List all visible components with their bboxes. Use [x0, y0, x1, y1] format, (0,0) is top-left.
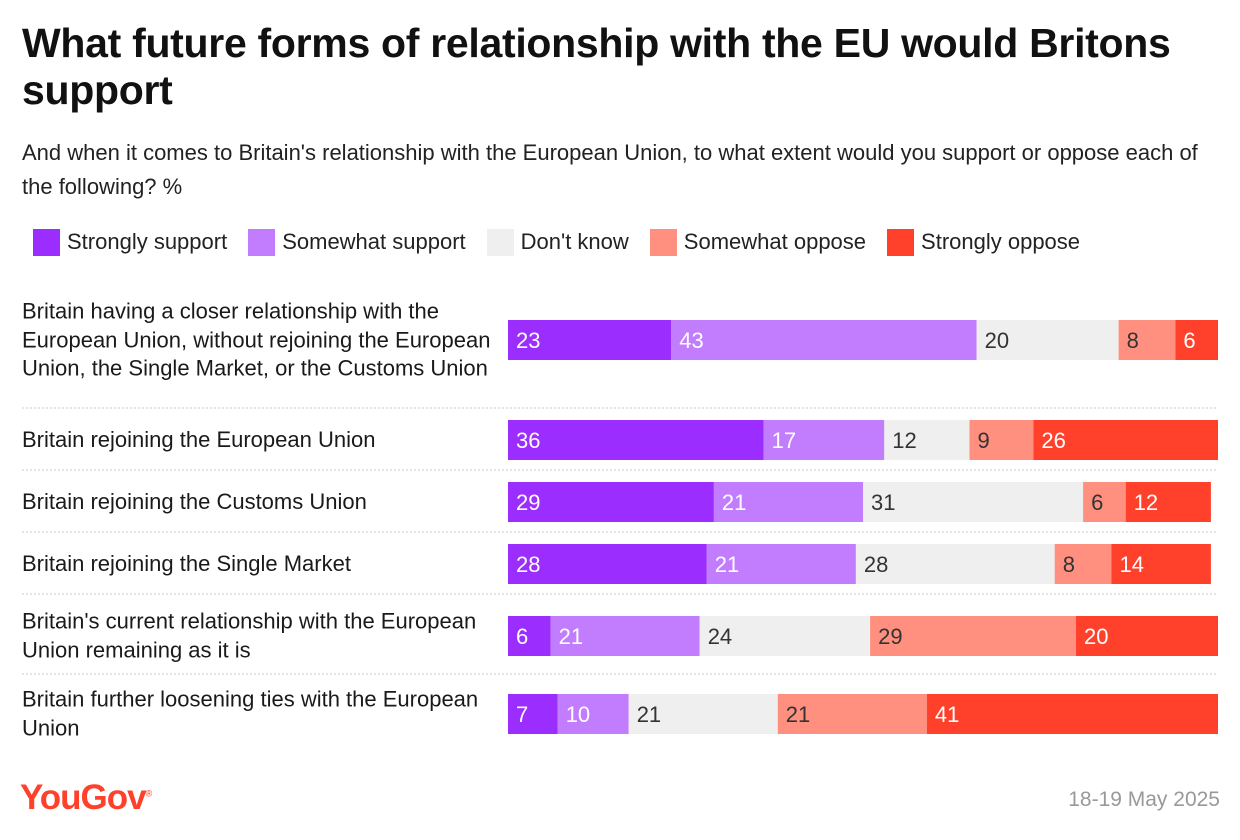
bar-value-label: 8 [1063, 552, 1075, 577]
chart-subtitle: And when it comes to Britain's relations… [22, 140, 1198, 199]
bar-value-label: 17 [772, 428, 796, 453]
legend-item: Strongly support [33, 228, 228, 256]
bar-value-label: 12 [1134, 490, 1158, 515]
bar-segment [863, 482, 1084, 522]
legend-swatch [887, 228, 915, 256]
legend: Strongly support Somewhat support Don't kn… [33, 226, 1101, 258]
bar-value-label: 41 [935, 702, 959, 727]
bar-value-label: 7 [516, 702, 528, 727]
bar-value-label: 20 [985, 328, 1009, 353]
yougov-logo: YouGov® [20, 778, 152, 818]
legend-swatch [33, 228, 60, 256]
bar-value-label: 21 [786, 702, 810, 727]
legend-item: Somewhat oppose [649, 228, 867, 256]
bar-value-label: 28 [516, 552, 540, 577]
fieldwork-date: 18-19 May 2025 [1068, 788, 1220, 811]
bar-segment [1111, 544, 1211, 584]
bar-segment [1076, 616, 1218, 656]
bar-segment [508, 694, 558, 734]
bar-segment [926, 694, 1218, 734]
row-label: Britain further loosening ties with the … [22, 686, 479, 741]
bar-value-label: 6 [1091, 490, 1103, 515]
row-label: Britain having a closer relationship wit… [22, 298, 491, 381]
bar-value-label: 23 [516, 328, 540, 353]
bar-segment [557, 694, 629, 734]
legend-item: Don't know [486, 228, 629, 256]
brand-wordmark: YouGov [20, 778, 147, 817]
bar-segment [1125, 482, 1211, 522]
bar-segment [508, 616, 551, 656]
legend-swatch [248, 228, 276, 256]
bar-value-label: 26 [1041, 428, 1065, 453]
chart-title: What future forms of relationship with t… [22, 20, 1171, 113]
bar-value-label: 43 [679, 328, 703, 353]
bar-value-label: 14 [1120, 552, 1144, 577]
bar-segment [884, 420, 970, 460]
legend-label: Strongly oppose [921, 229, 1081, 254]
bar-segment [1083, 482, 1126, 522]
legend-label: Don't know [520, 229, 629, 254]
bar-value-label: 28 [864, 552, 888, 577]
bar-value-label: 24 [708, 624, 732, 649]
bar-segment [508, 482, 714, 522]
bar-segment [628, 694, 778, 734]
bar-value-label: 9 [978, 428, 990, 453]
row-label: Britain rejoining the European Union [22, 426, 376, 452]
bar-segment [1175, 320, 1218, 360]
registered-mark: ® [145, 788, 153, 799]
bar-segment [1033, 420, 1218, 460]
bar-value-label: 6 [1183, 328, 1195, 353]
bar-value-label: 8 [1127, 328, 1139, 353]
bar-segment [1054, 544, 1112, 584]
bar-segment [763, 420, 885, 460]
bar-value-label: 20 [1084, 624, 1108, 649]
row-label: Britain rejoining the Customs Union [22, 488, 367, 514]
bar-segment [699, 616, 871, 656]
bar-segment [969, 420, 1034, 460]
bar-segment [550, 616, 700, 656]
bar-segment [870, 616, 1076, 656]
legend-label: Somewhat oppose [683, 229, 867, 254]
bar-segment [777, 694, 927, 734]
bar-segment [976, 320, 1119, 360]
bar-value-label: 21 [722, 490, 746, 515]
bar-segment [1118, 320, 1176, 360]
bar-value-label: 21 [715, 552, 739, 577]
row-label: Britain rejoining the Single Market [22, 550, 351, 576]
bar-value-label: 36 [516, 428, 540, 453]
bar-value-label: 6 [516, 624, 528, 649]
bar-value-label: 21 [559, 624, 583, 649]
bar-value-label: 12 [892, 428, 916, 453]
bar-value-label: 29 [516, 490, 540, 515]
bar-value-label: 29 [878, 624, 902, 649]
legend-label: Strongly support [67, 229, 228, 254]
bar-segment [713, 482, 863, 522]
legend-swatch [486, 228, 514, 256]
bar-value-label: 31 [871, 490, 895, 515]
bar-segment [508, 420, 764, 460]
row-label: Britain's current relationship with the … [22, 608, 477, 663]
bar-segment [706, 544, 856, 584]
bar-value-label: 21 [637, 702, 661, 727]
bar-segment [855, 544, 1055, 584]
bar-value-label: 10 [566, 702, 590, 727]
bar-segment [671, 320, 977, 360]
legend-item: Somewhat support [248, 228, 466, 256]
legend-swatch [649, 228, 677, 256]
legend-item: Strongly oppose [887, 228, 1081, 256]
bar-segment [508, 544, 707, 584]
legend-label: Somewhat support [282, 229, 466, 254]
bar-segment [508, 320, 672, 360]
